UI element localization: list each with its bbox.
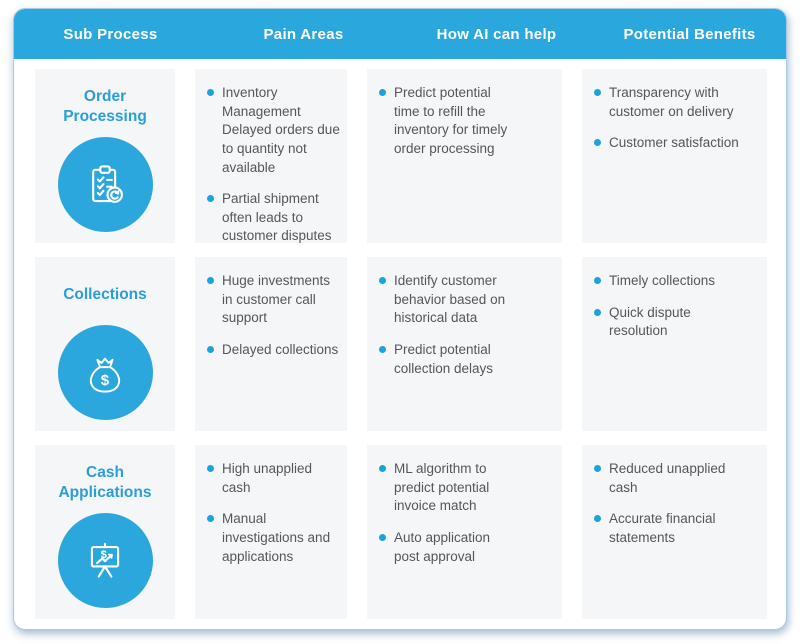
- benefits-cell-collections: Timely collections Quick dispute resolut…: [582, 257, 767, 431]
- list-item: Inventory Management Delayed orders due …: [207, 84, 343, 177]
- list-item: Transparency with customer on delivery: [594, 84, 763, 121]
- list-item: Huge investments in customer call suppor…: [207, 272, 343, 328]
- sub-process-cell-order-processing: Order Processing: [35, 69, 175, 243]
- list-item: Predict potential collection delays: [379, 341, 558, 378]
- list-item: Accurate financial statements: [594, 510, 763, 547]
- bullet-dot-icon: [207, 345, 214, 353]
- svg-text:$: $: [101, 549, 107, 561]
- bullet-dot-icon: [207, 277, 214, 284]
- header-pain-areas: Pain Areas: [263, 25, 344, 43]
- list-item: Manual investigations and applications: [207, 510, 343, 566]
- list-item: Quick dispute resolution: [594, 304, 763, 341]
- list-item: Reduced unapplied cash: [594, 460, 763, 497]
- list-item: Delayed collections: [207, 341, 343, 360]
- list-item: Partial shipment often leads to customer…: [207, 190, 343, 246]
- how-ai-cell-collections: Identify customer behavior based on hist…: [367, 257, 562, 431]
- pain-areas-cell-collections: Huge investments in customer call suppor…: [195, 257, 347, 431]
- bullet-dot-icon: [594, 515, 601, 523]
- svg-text:$: $: [101, 371, 110, 388]
- header-how-ai-can-help: How AI can help: [436, 25, 557, 43]
- list-item: High unapplied cash: [207, 460, 343, 497]
- money-bag-icon: $: [57, 325, 153, 420]
- header-sub-process: Sub Process: [63, 25, 158, 43]
- sub-process-title: Cash Applications: [58, 463, 152, 501]
- pain-areas-cell-order-processing: Inventory Management Delayed orders due …: [195, 69, 347, 243]
- order-processing-clipboard-icon: [57, 137, 153, 232]
- list-item: Predict potential time to refill the inv…: [379, 84, 558, 159]
- bullet-dot-icon: [379, 89, 386, 96]
- bullet-dot-icon: [379, 345, 386, 353]
- list-item: Auto application post approval: [379, 529, 558, 566]
- bullet-dot-icon: [379, 277, 386, 284]
- process-ai-benefits-table: Sub Process Pain Areas How AI can help P…: [13, 8, 787, 630]
- table-body: Order Processing Invent: [14, 59, 786, 629]
- list-item: Identify customer behavior based on hist…: [379, 272, 558, 328]
- bullet-dot-icon: [594, 89, 601, 96]
- bullet-dot-icon: [379, 533, 386, 541]
- bullet-dot-icon: [594, 139, 601, 147]
- sub-process-cell-cash-applications: Cash Applications $: [35, 445, 175, 619]
- benefits-cell-order-processing: Transparency with customer on delivery C…: [582, 69, 767, 243]
- pain-areas-cell-cash-applications: High unapplied cash Manual investigation…: [195, 445, 347, 619]
- bullet-dot-icon: [594, 277, 601, 284]
- bullet-dot-icon: [594, 308, 601, 316]
- list-item: Timely collections: [594, 272, 763, 291]
- bullet-dot-icon: [207, 515, 214, 523]
- bullet-dot-icon: [207, 195, 214, 203]
- how-ai-cell-cash-applications: ML algorithm to predict potential invoic…: [367, 445, 562, 619]
- list-item: ML algorithm to predict potential invoic…: [379, 460, 558, 516]
- bullet-dot-icon: [207, 465, 214, 472]
- sub-process-cell-collections: Collections $: [35, 257, 175, 431]
- list-item: Customer satisfaction: [594, 134, 763, 153]
- presentation-chart-icon: $: [57, 513, 153, 608]
- header-potential-benefits: Potential Benefits: [623, 25, 756, 43]
- how-ai-cell-order-processing: Predict potential time to refill the inv…: [367, 69, 562, 243]
- bullet-dot-icon: [594, 465, 601, 472]
- bullet-dot-icon: [207, 89, 214, 96]
- bullet-dot-icon: [379, 465, 386, 472]
- benefits-cell-cash-applications: Reduced unapplied cash Accurate financia…: [582, 445, 767, 619]
- sub-process-title: Collections: [63, 285, 147, 303]
- table-header-row: Sub Process Pain Areas How AI can help P…: [14, 9, 786, 59]
- sub-process-title: Order Processing: [63, 87, 147, 125]
